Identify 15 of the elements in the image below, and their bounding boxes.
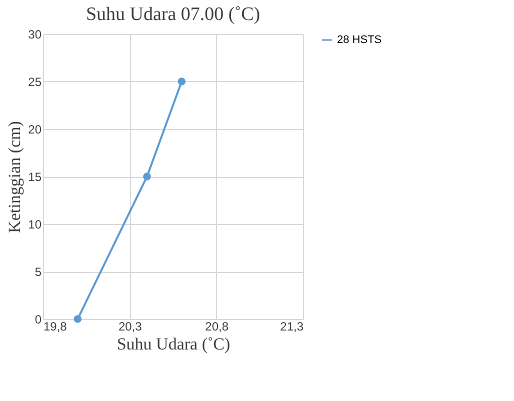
x-tick-label: 20,3 (118, 320, 142, 334)
y-tick-label: 30 (28, 28, 42, 42)
y-tick-label: 20 (28, 122, 42, 136)
y-axis-title: Ketinggian (cm) (5, 121, 24, 233)
y-tick-label: 0 (34, 312, 42, 326)
x-tick-label: 21,3 (280, 320, 304, 334)
chart-title: Suhu Udara 07.00 (˚C) (86, 4, 260, 25)
x-tick-label: 20,8 (205, 320, 229, 334)
y-tick-label: 5 (34, 265, 42, 279)
y-tick-label: 10 (28, 218, 42, 232)
x-axis-title: Suhu Udara (˚C) (116, 334, 230, 354)
y-tick-label: 15 (28, 170, 42, 184)
y-tick-label: 25 (28, 75, 42, 89)
x-tick-label: 19,8 (44, 320, 68, 334)
legend-label: 28 HSTS (337, 34, 382, 46)
